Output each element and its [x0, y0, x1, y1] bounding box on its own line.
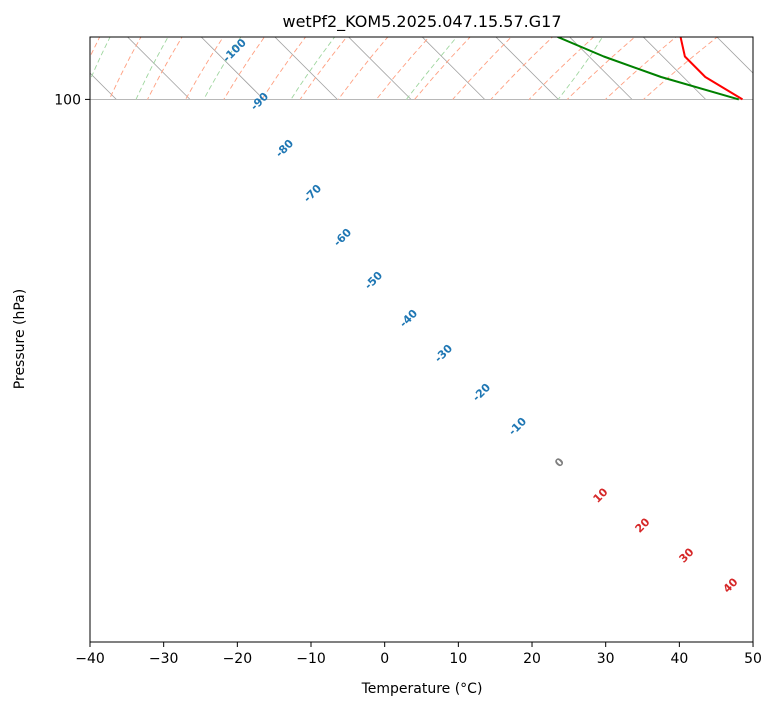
adiabat-label: -60 [331, 226, 354, 249]
adiabat-label: -40 [397, 307, 420, 330]
x-axis-label: Temperature (°C) [361, 681, 483, 697]
adiabat-label: -20 [470, 381, 493, 404]
x-tick-label: 10 [449, 651, 467, 667]
adiabat-label: -100 [220, 36, 249, 65]
adiabat-label: -80 [273, 137, 296, 160]
x-tick-label: 30 [597, 651, 615, 667]
x-tick-label: 50 [744, 651, 762, 667]
x-tick-label: −40 [75, 651, 105, 667]
adiabat-label: -50 [362, 269, 385, 292]
dry-adiabat-line [528, 37, 595, 100]
x-axis: −40 −30 −20 −10 0 10 20 30 40 50 [75, 642, 762, 667]
adiabat-label: 0 [552, 455, 567, 470]
adiabat-label: 40 [721, 575, 741, 595]
moist-adiabat-line [0, 0, 321, 99]
x-tick-label: −30 [149, 651, 179, 667]
adiabat-label: -70 [301, 182, 324, 205]
isotherm-line [742, 0, 775, 99]
dry-adiabat-line [0, 0, 177, 99]
y-axis-label: Pressure (hPa) [12, 289, 28, 389]
moist-adiabat-line [0, 0, 176, 99]
dry-adiabat-line [0, 0, 28, 99]
moist-adiabat-line [557, 37, 603, 100]
x-tick-label: −10 [296, 651, 326, 667]
x-tick-label: 0 [380, 651, 389, 667]
adiabat-label: 30 [677, 545, 697, 565]
adiabat-label: -30 [432, 342, 455, 365]
moist-adiabat-line [0, 0, 249, 99]
y-tick-label: 100 [54, 92, 81, 108]
line-labels: 0.10.20.40.611.52346810131620253036-100-… [220, 36, 741, 596]
isotherm-line [90, 72, 117, 100]
curved-guide-line [4, 0, 99, 99]
dry-adiabat-line [0, 0, 327, 99]
isotherm-line [0, 0, 43, 99]
x-tick-label: 20 [523, 651, 541, 667]
adiabat-label: 20 [633, 515, 653, 535]
isotherm-line [200, 37, 264, 100]
x-tick-label: −20 [223, 651, 253, 667]
plot-frame [89, 36, 754, 643]
adiabat-label: -90 [248, 90, 271, 113]
chart-title: wetPf2_KOM5.2025.047.15.57.G17 [282, 12, 561, 32]
background-lines [0, 0, 775, 100]
y-axis: 1002003004005006007008009001000 [54, 92, 90, 108]
adiabat-label: 10 [591, 485, 611, 505]
dry-adiabat-line [643, 37, 718, 100]
adiabat-label: -10 [506, 415, 529, 438]
dry-adiabat-line [0, 0, 103, 99]
x-tick-label: 40 [670, 651, 688, 667]
dry-adiabat-line [566, 37, 636, 100]
